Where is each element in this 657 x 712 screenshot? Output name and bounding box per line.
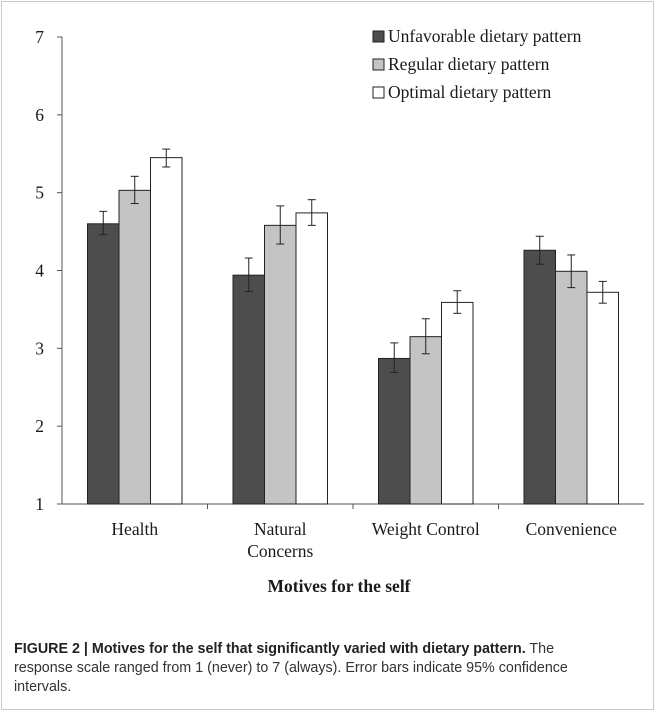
legend-label: Optimal dietary pattern — [388, 82, 552, 102]
y-tick-label: 3 — [35, 338, 44, 358]
bar — [295, 212, 328, 505]
figure-caption: FIGURE 2 | Motives for the self that sig… — [14, 640, 604, 697]
y-tick-label: 4 — [35, 261, 44, 281]
bar — [441, 301, 474, 505]
legend-swatch — [372, 58, 385, 71]
legend: Unfavorable dietary pattern Regular dieta… — [372, 26, 582, 102]
bar — [87, 223, 120, 505]
bar — [523, 249, 556, 505]
y-tick-label: 2 — [35, 416, 44, 436]
bar — [555, 270, 588, 505]
bar — [378, 357, 411, 505]
y-tick-label: 5 — [35, 183, 44, 203]
bar — [586, 291, 619, 505]
x-axis-title: Motives for the self — [267, 576, 410, 596]
caption-text: The response scale ranged from 1 (never)… — [14, 641, 568, 695]
x-tick-label: Health — [111, 519, 158, 539]
y-tick-label: 6 — [35, 105, 44, 125]
bar — [409, 336, 442, 505]
bar-chart: 1 2 3 4 5 6 7 Health Natural Concerns Weight Cont… — [35, 26, 644, 596]
y-tick-label: 7 — [35, 27, 44, 47]
x-axis-tick-labels: Health Natural Concerns Weight Control Conve… — [111, 519, 617, 561]
x-tick-label: Weight Control — [372, 519, 480, 539]
y-axis-ticks: 1 2 3 4 5 6 7 — [35, 27, 62, 514]
caption-title: Motives for the self that significantly … — [91, 641, 526, 657]
bar — [150, 157, 183, 505]
error-bars — [99, 148, 607, 373]
caption-label: FIGURE 2 | — [14, 641, 88, 657]
x-tick-label: Natural Concerns — [247, 519, 313, 561]
bar-groups — [87, 157, 619, 509]
y-tick-label: 1 — [35, 494, 44, 514]
legend-swatch — [372, 30, 385, 43]
bar — [264, 224, 297, 505]
bar — [118, 189, 151, 505]
bar — [232, 274, 265, 505]
legend-swatch — [372, 86, 385, 99]
legend-label: Unfavorable dietary pattern — [388, 26, 582, 46]
x-tick-label: Convenience — [526, 519, 618, 539]
legend-label: Regular dietary pattern — [388, 54, 550, 74]
